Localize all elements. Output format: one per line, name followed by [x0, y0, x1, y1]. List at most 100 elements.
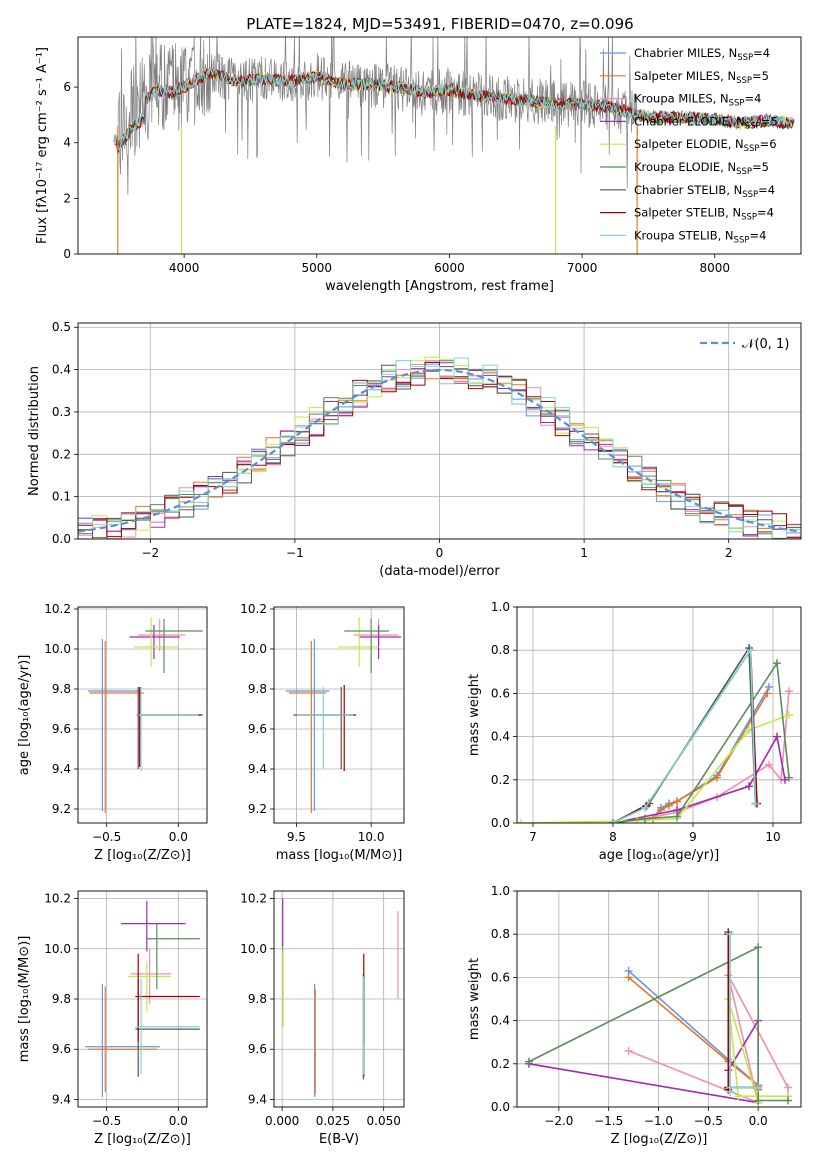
mass-vs-Z-ytick-label: 10.0: [44, 942, 71, 956]
weight-marker: [784, 1083, 793, 1092]
mass-weight-vs-Z-ylabel: mass weight: [467, 958, 482, 1040]
residuals-xtick-label: 0: [436, 546, 444, 560]
mass-weight-vs-Z-xlabel: Z [log₁₀(Z/Z⊙)]: [611, 1132, 708, 1147]
spectrum-ytick-label: 6: [63, 80, 71, 94]
age-vs-mass-ytick-label: 9.4: [248, 762, 267, 776]
residuals-ytick-label: 0.4: [52, 363, 71, 377]
age-vs-mass-xtick-label: 10.0: [358, 830, 385, 844]
weight-marker: [641, 814, 649, 823]
age-vs-Z-grid: [78, 607, 207, 823]
age-vs-Z-ytick-label: 9.6: [52, 722, 71, 736]
mass-vs-EBV-ytick-label: 9.4: [248, 1092, 267, 1106]
weight-marker: [765, 760, 773, 769]
age-vs-Z-xlabel: Z [log₁₀(Z/Z⊙)]: [94, 848, 191, 863]
mass-weight-vs-age-xlabel: age [log₁₀(age/yr)]: [599, 848, 720, 863]
spectrum-ylabel: Flux [fλ10⁻¹⁷ erg cm⁻² s⁻¹ A⁻¹]: [35, 47, 50, 244]
model-line-chabrier-stelib: [115, 69, 795, 148]
spectrum-ytick-label: 4: [63, 136, 71, 150]
residuals-ytick-label: 0.3: [52, 405, 71, 419]
mass-vs-EBV-xtick-label: 0.050: [367, 1114, 401, 1128]
mass-vs-EBV-grid: [274, 891, 404, 1107]
residuals-frame: [77, 322, 802, 540]
mass-weight-vs-age-frame: [516, 606, 802, 824]
legend-entry: Kroupa ELODIE, NSSP=5: [634, 160, 769, 177]
spectrum-ytick-label: 0: [63, 247, 71, 261]
age-vs-Z-xtick-label: 0.0: [169, 830, 188, 844]
legend-entry: Chabrier MILES, NSSP=4: [634, 46, 770, 63]
mass-vs-Z-ytick-label: 10.2: [44, 892, 71, 906]
residuals-xtick-label: 1: [580, 546, 588, 560]
weight-marker: [726, 1083, 735, 1092]
mass-weight-vs-age-ytick-label: 1.0: [491, 600, 510, 614]
weight-marker: [754, 943, 763, 952]
residuals-xtick-label: −2: [141, 546, 159, 560]
weight-marker: [524, 1057, 533, 1066]
spectrum-xtick-label: 4000: [169, 261, 200, 275]
weight-marker: [746, 646, 755, 655]
residuals-xlabel: (data-model)/error: [379, 564, 500, 579]
weight-marker: [785, 773, 793, 782]
mass-weight-vs-Z-panel: −2.0 −1.5 −1.0 −0.5 0.0 0.0 0.2 0.4 0.6 0.8 1.0 Z […: [467, 884, 802, 1147]
weight-line-chabrier-miles: [628, 970, 759, 1090]
mass-weight-vs-Z-ytick-label: 0.6: [491, 970, 510, 984]
mass-vs-Z-ytick-label: 9.4: [52, 1092, 71, 1106]
spectrum-legend: Chabrier MILES, NSSP=4 Salpeter MILES, NS…: [600, 46, 778, 245]
mass-weight-vs-age-ytick-label: 0.4: [491, 730, 510, 744]
mass-weight-vs-Z-xtick-label: −0.5: [694, 1114, 723, 1128]
weight-marker: [624, 1046, 633, 1055]
mass-vs-EBV-ytick-label: 10.2: [240, 892, 267, 906]
weight-line-kroupa-elodie: [612, 660, 790, 823]
mass-vs-Z-xtick-label: −0.5: [92, 1114, 121, 1128]
weight-marker: [745, 782, 753, 791]
legend-entry: Kroupa STELIB, NSSP=4: [634, 228, 766, 245]
weight-marker: [726, 930, 735, 939]
model-line-kroupa-stelib: [116, 68, 794, 152]
weight-marker: [785, 687, 793, 696]
mass-vs-Z-ytick-label: 9.8: [52, 992, 71, 1006]
mass-vs-EBV-panel: 0.000 0.025 0.050 9.4 9.6 9.8 10.0 10.2 E(B-V): [240, 890, 405, 1147]
age-vs-mass-ytick-label: 9.8: [248, 682, 267, 696]
age-vs-Z-ytick-label: 9.4: [52, 762, 71, 776]
mass-vs-Z-plot-area: [85, 901, 200, 1097]
weight-marker: [754, 1096, 763, 1105]
mass-weight-vs-Z-ytick-label: 1.0: [491, 884, 510, 898]
mass-weight-vs-Z-frame: [516, 890, 802, 1108]
weight-marker: [624, 973, 633, 982]
mass-weight-vs-age-xtick-label: 7: [529, 830, 537, 844]
spectrum-xtick-label: 8000: [699, 261, 730, 275]
mass-vs-Z-ytick-label: 9.6: [52, 1042, 71, 1056]
age-vs-mass-ytick-label: 10.2: [240, 602, 267, 616]
weight-marker: [673, 797, 681, 806]
legend-entry: Chabrier STELIB, NSSP=4: [634, 183, 775, 200]
weight-marker: [751, 799, 760, 808]
weight-marker: [665, 801, 673, 810]
age-vs-mass-xlabel: mass [log₁₀(M/M⊙)]: [276, 848, 403, 863]
mass-vs-EBV-xtick-label: 0.025: [316, 1114, 350, 1128]
age-vs-mass-plot-area: [285, 617, 402, 813]
mass-weight-vs-age-panel: 7 8 9 10 0.0 0.2 0.4 0.6 0.8 1.0 age [log₁₀(age/yr…: [467, 600, 802, 863]
mass-weight-vs-age-grid: [517, 606, 801, 824]
age-vs-mass-panel: 9.5 10.0 9.2 9.4 9.6 9.8 10.0 10.2 mass [log₁₀(M…: [240, 602, 405, 863]
spectrum-xtick-label: 5000: [302, 261, 333, 275]
spectrum-panel: 4000 5000 6000 7000 8000 0 2 4 6 wavelength [Angs…: [35, 36, 802, 294]
spectrum-data-line: [117, 37, 639, 196]
mass-weight-vs-age-xtick-label: 8: [609, 830, 617, 844]
figure-title: PLATE=1824, MJD=53491, FIBERID=0470, z=0…: [246, 15, 633, 33]
mass-weight-vs-Z-ytick-label: 0.2: [491, 1057, 510, 1071]
residuals-ylabel: Normed distribution: [27, 366, 42, 496]
weight-marker: [641, 803, 649, 812]
weight-line-chabrier-elodie: [528, 1017, 759, 1104]
spectrum-xtick-label: 6000: [434, 261, 465, 275]
mass-weight-vs-age-plot-area: [517, 644, 793, 823]
spectrum-plot-area: [113, 37, 795, 254]
weight-line-salpeter-elodie: [727, 998, 788, 1103]
weight-marker: [773, 732, 781, 741]
residuals-panel: −2 −1 0 1 2 0.0 0.1 0.2 0.3 0.4 0.5 (data-model)/er…: [27, 320, 802, 579]
mass-vs-EBV-plot-area: [282, 898, 399, 1097]
mass-weight-vs-age-ytick-label: 0.0: [491, 816, 510, 830]
spectrum-xlabel: wavelength [Angstrom, rest frame]: [325, 279, 554, 294]
weight-marker: [734, 1092, 743, 1101]
mass-vs-EBV-ytick-label: 10.0: [240, 942, 267, 956]
mass-vs-Z-panel: −0.5 0.0 9.4 9.6 9.8 10.0 10.2 Z [log₁₀(Z/Z⊙)] m…: [17, 890, 208, 1147]
mass-weight-vs-age-ytick-label: 0.6: [491, 686, 510, 700]
